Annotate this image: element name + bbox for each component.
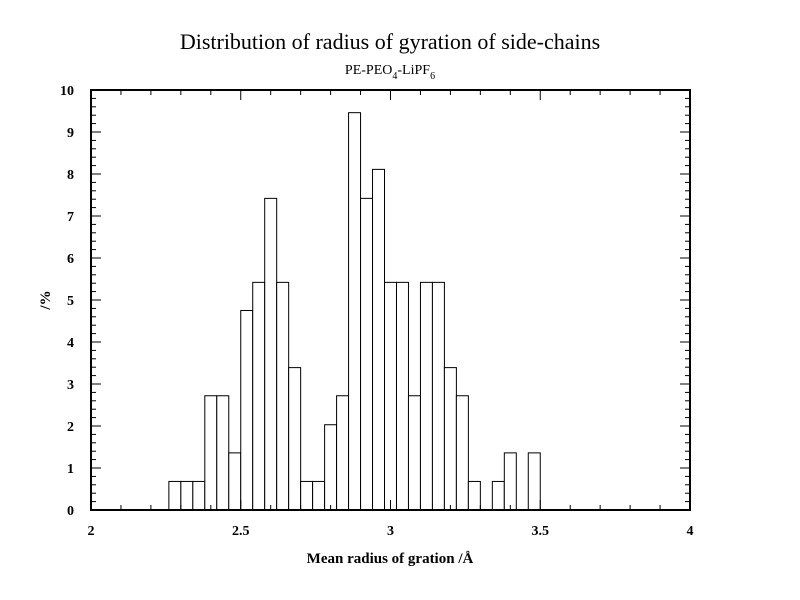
- subtitle-base: PE-PEO: [345, 63, 392, 78]
- histogram-bar: [527, 452, 541, 511]
- histogram-bar: [455, 395, 469, 511]
- y-tick-label: 5: [67, 294, 74, 309]
- y-tick-label: 3: [67, 378, 74, 393]
- histogram-bar: [276, 281, 290, 511]
- y-tick-label: 2: [67, 420, 74, 435]
- histogram-bar: [491, 480, 505, 511]
- histogram-bar: [384, 281, 397, 511]
- y-tick-label: 6: [67, 252, 74, 267]
- x-tick-label: 2.5: [232, 524, 250, 539]
- subtitle-subscript-2: 6: [430, 71, 435, 82]
- histogram-bar: [312, 480, 326, 511]
- histogram-bar: [372, 168, 386, 511]
- y-tick-label: 4: [67, 336, 74, 351]
- y-tick-label: 10: [60, 84, 74, 99]
- y-axis-label: /%: [38, 290, 54, 310]
- histogram-bar: [467, 480, 481, 511]
- histogram-bar: [407, 395, 421, 511]
- histogram-bar: [228, 452, 242, 511]
- histogram-bar: [360, 197, 374, 511]
- histogram-bar: [503, 452, 517, 511]
- histogram-bar: [300, 480, 314, 511]
- chart-title: Distribution of radius of gyration of si…: [180, 29, 600, 54]
- histogram-bar: [192, 480, 206, 511]
- y-tick-label: 8: [67, 168, 74, 183]
- histogram-bar: [419, 281, 433, 511]
- x-tick-label: 3: [387, 524, 394, 539]
- x-axis-label: Mean radius of gration /Å: [307, 551, 474, 567]
- histogram-bar: [180, 480, 194, 511]
- histogram-bar: [395, 281, 409, 511]
- y-tick-label: 7: [67, 210, 74, 225]
- histogram-bar: [336, 395, 350, 511]
- chart-subtitle: PE-PEO4-LiPF6: [345, 63, 435, 82]
- histogram-bar: [443, 367, 457, 511]
- subtitle-mid: -LiPF: [397, 63, 430, 78]
- ticks-group: 2 2.5 3 3.5 4 0 1 2 3 4 5 6 7 8 9 10: [60, 84, 694, 539]
- histogram-bar: [168, 480, 182, 511]
- histogram-bar: [252, 281, 266, 511]
- y-tick-label: 1: [67, 462, 74, 477]
- subtitle-subscript-1: 4: [392, 71, 397, 82]
- x-tick-label: 2: [88, 524, 95, 539]
- y-tick-label: 9: [67, 126, 74, 141]
- histogram-bar: [324, 424, 338, 511]
- histogram-bar: [431, 281, 445, 511]
- histogram-bar: [264, 197, 278, 511]
- bars-group: [168, 112, 541, 511]
- histogram-bar: [348, 112, 362, 511]
- histogram-bar: [288, 367, 302, 511]
- x-tick-label: 4: [687, 524, 694, 539]
- histogram-bar: [240, 310, 254, 511]
- histogram-bar: [204, 395, 218, 511]
- x-tick-label: 3.5: [532, 524, 550, 539]
- histogram-bar: [216, 395, 230, 511]
- y-tick-label: 0: [67, 504, 74, 519]
